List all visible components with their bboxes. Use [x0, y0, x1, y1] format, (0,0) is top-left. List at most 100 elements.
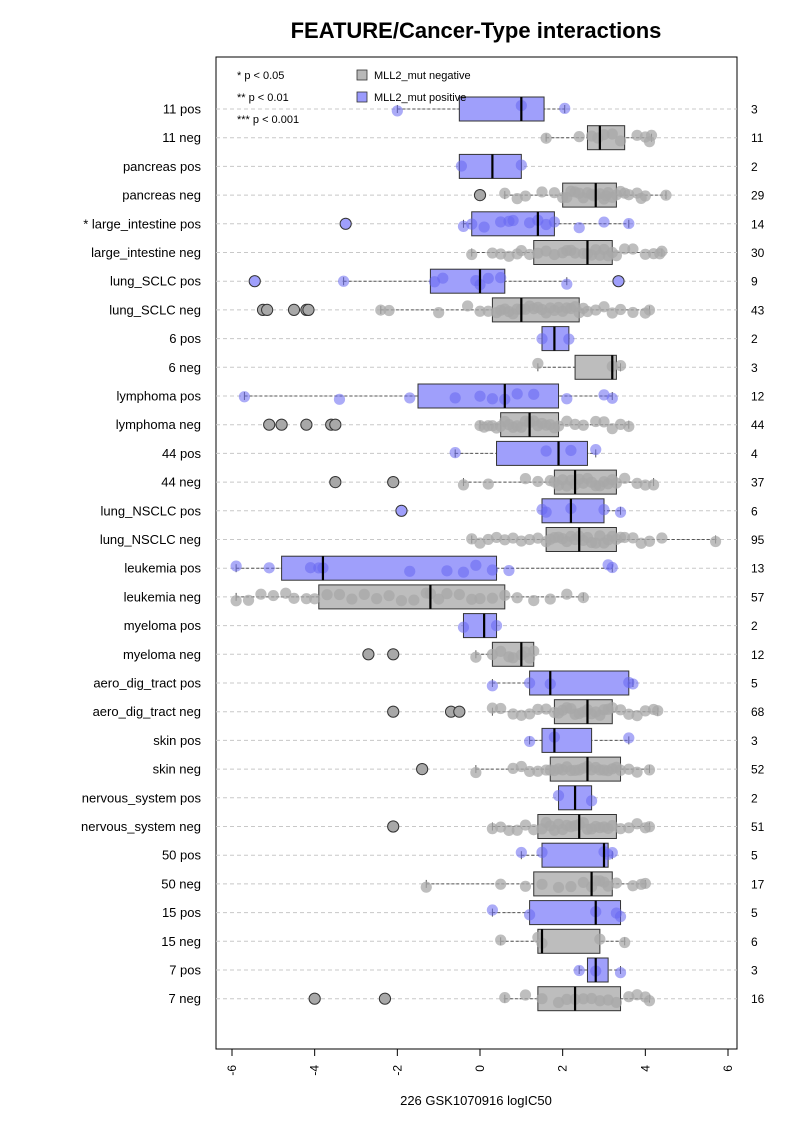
data-point [710, 535, 722, 548]
data-point [524, 533, 536, 546]
data-point [433, 593, 445, 605]
data-point [507, 214, 519, 227]
outlier-point [263, 418, 276, 431]
data-point [561, 278, 573, 290]
data-point [573, 131, 585, 143]
row-label: skin neg [153, 762, 201, 777]
data-point [375, 304, 387, 316]
data-point [561, 393, 573, 405]
data-point [606, 846, 618, 859]
data-point [383, 590, 395, 602]
data-point [486, 904, 498, 916]
data-point [466, 593, 478, 605]
data-point [623, 708, 635, 720]
box-positive [541, 727, 593, 753]
data-point [639, 877, 651, 890]
row-label: 7 neg [168, 991, 201, 1006]
data-point [627, 243, 639, 255]
row-label: myeloma neg [123, 647, 201, 662]
outlier-point [339, 217, 352, 230]
data-point [643, 821, 656, 833]
row-label: nervous_system neg [81, 819, 201, 834]
outlier-point [275, 418, 288, 431]
data-point [528, 824, 540, 836]
data-point [499, 187, 511, 199]
data-point [470, 651, 482, 663]
row-label: 6 pos [169, 331, 201, 346]
outlier-point [387, 705, 400, 718]
data-point [519, 190, 532, 202]
row-label: leukemia neg [124, 589, 201, 604]
outlier-point [362, 648, 375, 661]
data-point [540, 132, 552, 144]
row-count: 2 [751, 160, 758, 174]
data-point [230, 595, 242, 607]
data-point [391, 105, 403, 117]
data-point [532, 703, 544, 715]
x-tick-label: -2 [390, 1065, 404, 1076]
data-point [623, 217, 635, 230]
data-point [577, 993, 589, 1005]
row-label: aero_dig_tract neg [93, 704, 201, 719]
outlier-point [612, 275, 625, 288]
data-point [577, 876, 589, 889]
data-point [573, 964, 585, 977]
data-point [482, 478, 494, 490]
data-point [238, 391, 250, 403]
row-count: 3 [751, 103, 758, 117]
data-point [486, 592, 498, 604]
row-count: 6 [751, 504, 758, 518]
row-label: lung_SCLC pos [110, 274, 202, 289]
data-point [441, 588, 453, 600]
row-count: 3 [751, 964, 758, 978]
data-point [420, 881, 432, 893]
row-label: pancreas neg [122, 188, 201, 203]
data-point [660, 189, 672, 201]
row-count: 2 [751, 619, 758, 633]
data-point [437, 272, 449, 284]
row-label: large_intestine neg [91, 245, 201, 260]
outlier-point [329, 418, 342, 431]
row-label: lymphoma neg [116, 417, 201, 432]
data-point [561, 588, 573, 600]
legend-negative-label: MLL2_mut negative [374, 70, 471, 82]
data-point [404, 392, 416, 404]
data-point [524, 909, 536, 921]
data-point [536, 333, 548, 345]
row-labels: 11 pos 11 neg pancreas pos pancreas neg * la… [81, 102, 201, 1007]
data-point [532, 357, 544, 370]
row-count: 13 [751, 562, 765, 576]
box-negative [537, 928, 601, 954]
data-point [511, 592, 523, 604]
row-label: 7 pos [169, 963, 201, 978]
data-point [515, 535, 527, 547]
data-point [536, 993, 548, 1005]
data-point [511, 824, 523, 836]
row-label: lung_SCLC neg [109, 302, 201, 317]
data-point [466, 248, 478, 261]
outlier-point [473, 189, 487, 202]
outlier-point [453, 705, 466, 718]
outlier-point [387, 476, 400, 489]
data-point [486, 680, 498, 692]
data-point [627, 532, 639, 544]
data-point [652, 705, 664, 717]
data-point [524, 248, 536, 261]
data-point [573, 222, 585, 234]
data-point [606, 423, 618, 435]
row-count: 57 [751, 590, 765, 604]
row-count: 43 [751, 303, 765, 317]
data-point [321, 589, 333, 601]
legend-swatch-positive [356, 91, 368, 103]
x-tick-label: 6 [721, 1065, 735, 1072]
data-point [371, 593, 383, 605]
data-point [519, 473, 532, 485]
data-point [524, 708, 536, 720]
data-point [623, 420, 635, 433]
data-point [495, 272, 507, 284]
row-count: 2 [751, 791, 758, 805]
data-point [590, 415, 602, 428]
data-point [519, 989, 532, 1001]
data-point [548, 187, 561, 199]
data-point [561, 993, 573, 1005]
